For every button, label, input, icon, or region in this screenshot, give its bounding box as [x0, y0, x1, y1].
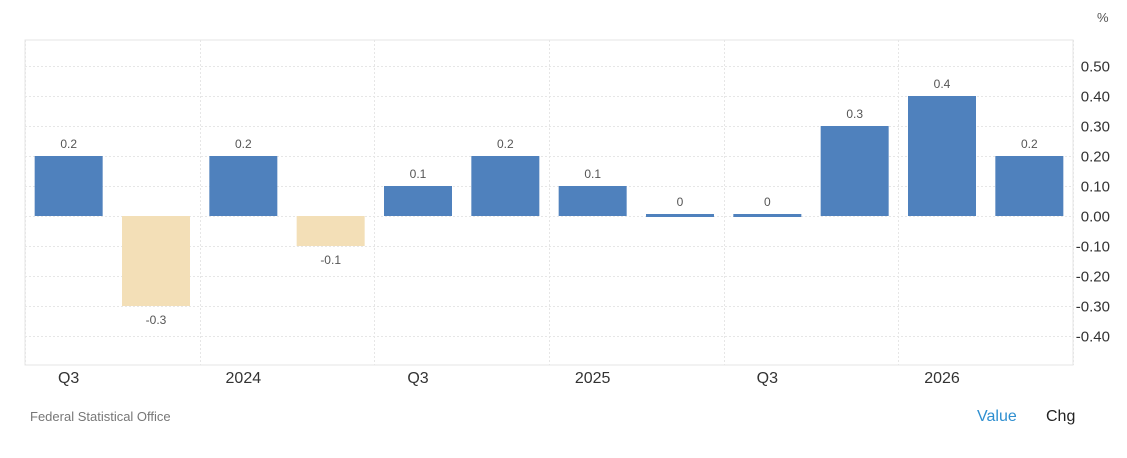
bar	[34, 156, 103, 216]
data-label: 0.1	[410, 167, 427, 181]
y-tick-label: -0.30	[1076, 299, 1110, 316]
value-toggle-button[interactable]: Value	[977, 408, 1017, 425]
bar	[296, 216, 365, 246]
bar	[646, 214, 714, 217]
data-label: -0.3	[146, 313, 167, 327]
x-tick-label: 2024	[226, 370, 262, 387]
bar	[122, 216, 190, 306]
bar	[384, 186, 452, 216]
x-tick-label: 2026	[924, 370, 960, 387]
x-tick-label: 2025	[575, 370, 611, 387]
data-label: 0.2	[235, 137, 252, 151]
x-tick-label: Q3	[757, 370, 778, 387]
x-tick-label: Q3	[407, 370, 428, 387]
data-label: 0.2	[60, 137, 77, 151]
data-label: 0.1	[584, 167, 601, 181]
bar	[209, 156, 278, 216]
y-tick-label: 0.50	[1081, 59, 1110, 76]
y-tick-label: -0.10	[1076, 239, 1110, 256]
y-tick-label: 0.20	[1081, 149, 1110, 166]
bar	[908, 96, 976, 216]
data-label: 0.4	[934, 77, 951, 91]
y-tick-label: -0.20	[1076, 269, 1110, 286]
source-label: Federal Statistical Office	[30, 409, 171, 424]
bar	[995, 156, 1064, 216]
y-tick-label: 0.00	[1081, 209, 1110, 226]
bar	[471, 156, 540, 216]
bar	[733, 214, 802, 217]
data-label: 0	[677, 195, 684, 209]
y-tick-label: 0.30	[1081, 119, 1110, 136]
bar	[820, 126, 889, 216]
data-label: 0.2	[1021, 137, 1038, 151]
y-tick-label: 0.40	[1081, 89, 1110, 106]
chg-toggle-button[interactable]: Chg	[1046, 408, 1076, 425]
bar	[558, 186, 627, 216]
data-label: 0.2	[497, 137, 514, 151]
data-label: -0.1	[320, 253, 341, 267]
x-tick-label: Q3	[58, 370, 79, 387]
unit-label: %	[1097, 10, 1109, 25]
data-label: 0.3	[846, 107, 863, 121]
y-tick-label: 0.10	[1081, 179, 1110, 196]
data-label: 0	[764, 195, 771, 209]
y-tick-label: -0.40	[1076, 329, 1110, 346]
